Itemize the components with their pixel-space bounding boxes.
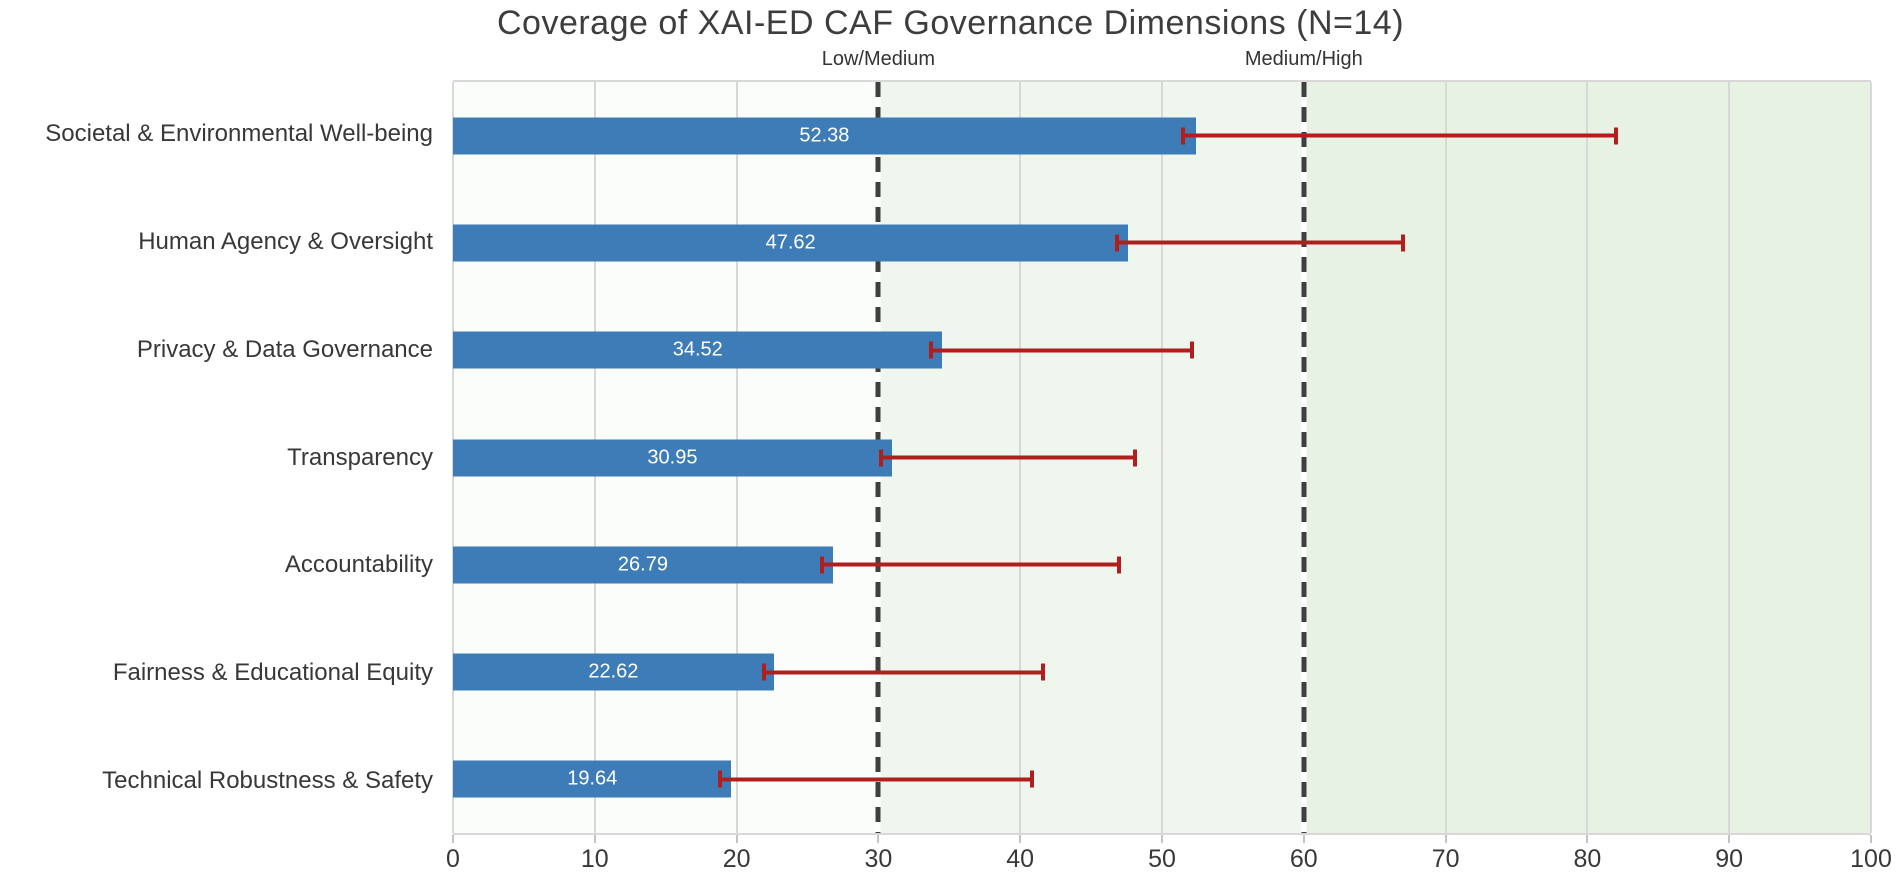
- category-label: Fairness & Educational Equity: [112, 659, 433, 687]
- category-label: Human Agency & Oversight: [138, 227, 433, 255]
- category-label: Technical Robustness & Safety: [102, 767, 433, 795]
- error-bar-cap-left: [761, 663, 766, 681]
- error-bar-cap-right: [1189, 341, 1194, 359]
- x-tick-mark: [1728, 835, 1731, 843]
- category-labels: Societal & Environmental Well-being Human…: [0, 80, 433, 835]
- x-tick-mark: [452, 835, 454, 843]
- error-bar-cap-right: [1040, 663, 1045, 681]
- error-bar-line: [1116, 240, 1404, 245]
- x-tick-label: 0: [446, 845, 460, 873]
- error-bar-cap-left: [928, 341, 933, 359]
- error-bar-cap-left: [879, 449, 884, 466]
- x-tick-label: 40: [1006, 845, 1035, 873]
- category-label: Privacy & Data Governance: [136, 335, 433, 363]
- gridline: [1728, 82, 1731, 833]
- bar-value-label: 52.38: [799, 124, 850, 147]
- threshold-line-60: [1301, 82, 1307, 833]
- error-bar-line: [719, 777, 1032, 782]
- x-tick-mark: [877, 835, 880, 843]
- gridline: [1870, 82, 1872, 833]
- x-tick-mark: [1870, 835, 1872, 843]
- x-tick-label: 20: [722, 845, 751, 873]
- error-bar: [761, 663, 1045, 681]
- x-tick-label: 10: [580, 845, 609, 873]
- gridline: [1161, 82, 1163, 833]
- error-bar-line: [881, 455, 1136, 460]
- error-bar-cap-right: [1029, 770, 1034, 788]
- chart-title: Coverage of XAI-ED CAF Governance Dimens…: [496, 4, 1405, 42]
- bar-value-label: 19.64: [567, 767, 618, 790]
- threshold-labels: Low/Medium Medium/High: [453, 48, 1871, 76]
- bar: 26.79: [453, 546, 833, 584]
- bar-value-label: 22.62: [588, 660, 639, 683]
- x-tick-label: 80: [1573, 845, 1602, 873]
- x-tick-mark: [735, 835, 738, 843]
- category-label: Accountability: [284, 551, 433, 579]
- bar-value-label: 26.79: [617, 553, 668, 576]
- error-bar: [928, 341, 1194, 359]
- x-tick-label: 60: [1289, 845, 1318, 873]
- x-tick-label: 70: [1431, 845, 1460, 873]
- plot-area: 52.38 47.62 34.52 30.95 26.79 22.62 19.64: [452, 80, 1872, 835]
- bar: 34.52: [453, 331, 943, 369]
- error-bar-line: [930, 348, 1192, 353]
- x-tick-mark: [1161, 835, 1163, 843]
- error-bar-line: [821, 562, 1120, 567]
- gridline: [1586, 82, 1589, 833]
- x-tick-mark: [593, 835, 596, 843]
- x-tick-mark: [1302, 835, 1305, 843]
- x-tick-label: 50: [1148, 845, 1176, 873]
- error-bar: [717, 770, 1034, 788]
- error-bar-cap-right: [1117, 556, 1122, 574]
- x-tick-mark: [1444, 835, 1447, 843]
- x-tick-label: 30: [864, 845, 893, 873]
- x-tick-label: 90: [1715, 845, 1744, 873]
- category-label: Societal & Environmental Well-being: [45, 119, 433, 147]
- bar-value-label: 30.95: [647, 446, 698, 468]
- error-bar-line: [1183, 133, 1616, 138]
- gridline: [1444, 82, 1447, 833]
- error-bar-cap-right: [1613, 127, 1618, 145]
- x-tick-label: 100: [1850, 845, 1892, 873]
- error-bar: [879, 449, 1138, 466]
- threshold-label-30: Low/Medium: [821, 48, 936, 70]
- error-bar-cap-left: [819, 556, 824, 574]
- bar: 47.62: [453, 224, 1129, 262]
- error-bar-line: [763, 670, 1043, 675]
- error-bar: [819, 556, 1122, 574]
- threshold-label-60: Medium/High: [1244, 48, 1363, 70]
- error-bar-cap-left: [1114, 234, 1119, 252]
- bar-value-label: 47.62: [765, 231, 816, 254]
- category-label: Transparency: [287, 443, 433, 471]
- error-bar-cap-right: [1133, 449, 1138, 466]
- bar: 52.38: [453, 117, 1196, 155]
- error-bar: [1114, 234, 1406, 252]
- error-bar-cap-right: [1401, 234, 1406, 252]
- error-bar-cap-left: [1181, 127, 1186, 145]
- bar: 30.95: [453, 439, 892, 476]
- bar: 22.62: [453, 653, 774, 691]
- error-bar: [1181, 127, 1618, 145]
- error-bar-cap-left: [717, 770, 722, 788]
- x-tick-mark: [1019, 835, 1022, 843]
- bar: 19.64: [453, 760, 732, 798]
- x-tick-mark: [1586, 835, 1589, 843]
- bar-value-label: 34.52: [672, 338, 723, 361]
- x-axis: 0 10 20 30 40 50 60 70 80 90 100: [446, 835, 1892, 889]
